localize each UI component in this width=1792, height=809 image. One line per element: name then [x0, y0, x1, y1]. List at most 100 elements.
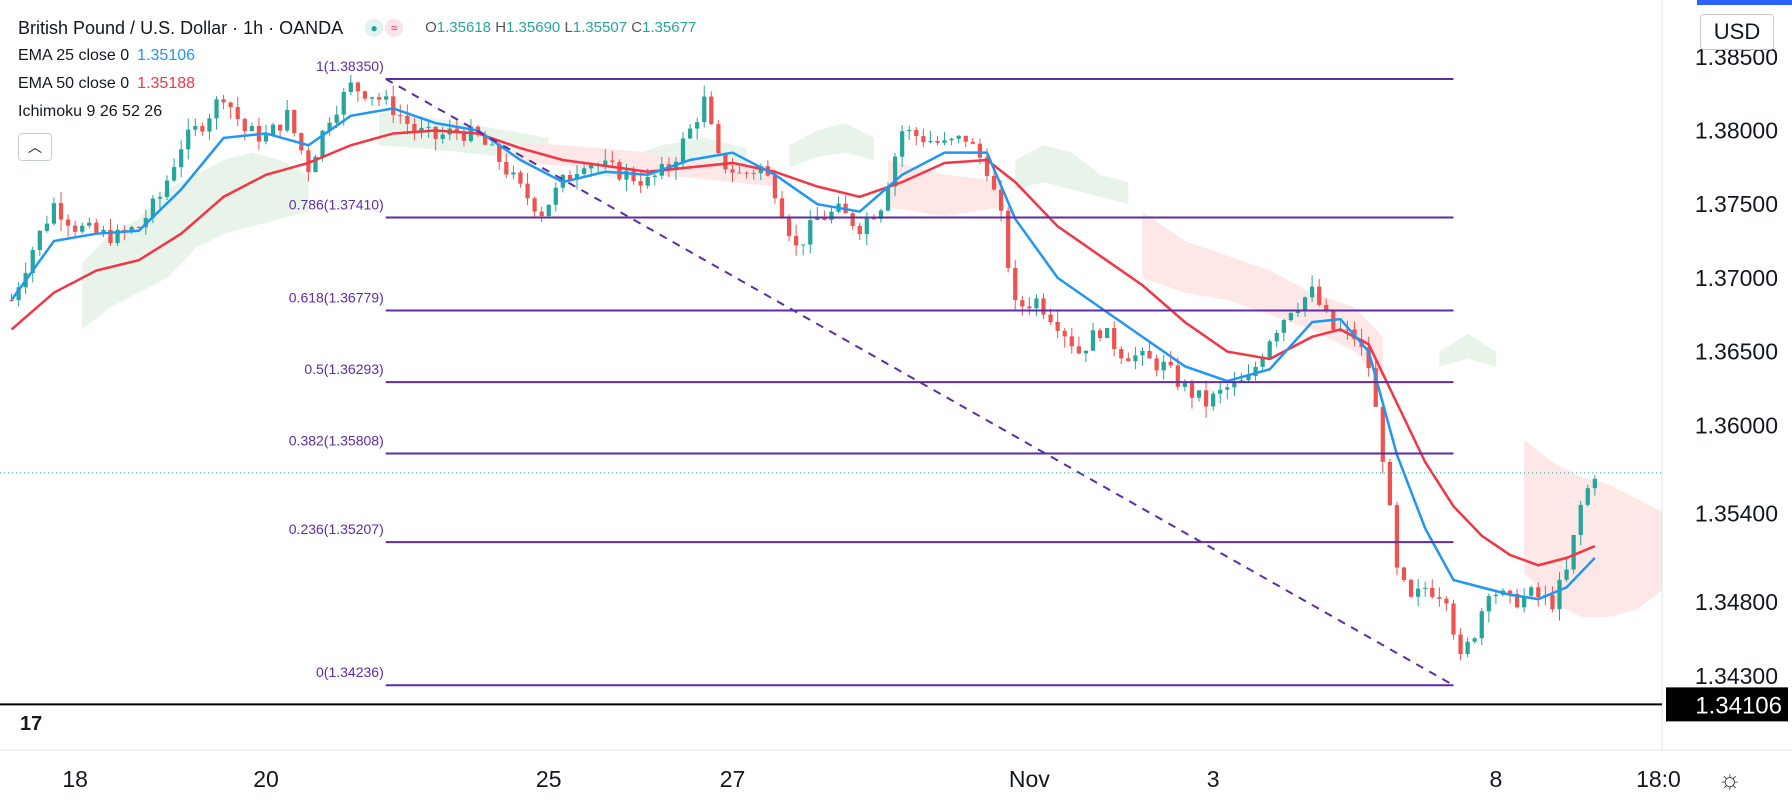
candle-body [193, 126, 198, 130]
tradingview-logo-icon[interactable]: 17 [20, 713, 42, 736]
candle-body [37, 230, 42, 250]
candle-body [9, 300, 14, 301]
candle-body [348, 82, 353, 92]
fib-label-0.618: 0.618(1.36779) [289, 289, 384, 305]
candle-body [786, 217, 792, 237]
candle-body [1550, 594, 1555, 610]
dot-icon[interactable]: ● [365, 19, 384, 37]
candle-body [1246, 375, 1251, 381]
ema25-value: 1.35106 [137, 47, 196, 64]
candle-body [207, 118, 212, 132]
y-tick-label: 1.35400 [1695, 501, 1778, 527]
candle-body [702, 96, 707, 123]
low-label: L [564, 19, 573, 36]
chevron-up-icon: ︿ [28, 139, 42, 155]
candles [9, 74, 1597, 661]
candle-body [631, 170, 636, 182]
symbol-row: British Pound / U.S. Dollar · 1h · OANDA… [18, 14, 696, 42]
candle-body [1182, 383, 1188, 387]
candle-body [320, 130, 325, 157]
ema25-line [10, 107, 1596, 601]
scale-marker [1697, 0, 1792, 5]
wave-icon[interactable]: ≈ [385, 19, 404, 37]
candle-body [914, 129, 919, 137]
fib-label-0.382: 0.382(1.35808) [289, 433, 384, 449]
candle-body [1444, 598, 1449, 604]
candle-body [970, 141, 975, 144]
candle-body [242, 119, 247, 132]
candle-body [433, 126, 438, 139]
candle-body [878, 210, 884, 219]
candle-body [1147, 351, 1152, 359]
candle-body [1387, 461, 1392, 506]
ichimoku-legend[interactable]: Ichimoku 9 26 52 26 [18, 98, 696, 126]
ema25-legend[interactable]: EMA 25 close 0 1.35106 [18, 42, 696, 70]
candle-body [1592, 478, 1597, 489]
candle-body [680, 138, 686, 162]
candle-body [58, 203, 64, 220]
ichimoku-label: Ichimoku 9 26 52 26 [18, 103, 163, 120]
ema50-value: 1.35188 [137, 75, 196, 92]
candle-body [94, 222, 99, 233]
candle-body [695, 122, 700, 129]
candle-body [864, 218, 869, 235]
candle-body [603, 160, 608, 166]
candle-body [546, 204, 551, 216]
currency-selector[interactable]: USD [1700, 14, 1774, 50]
x-tick-label: 27 [720, 766, 746, 792]
candle-body [1373, 368, 1378, 407]
candle-body [1126, 358, 1131, 362]
x-tick-label: 8 [1489, 766, 1502, 792]
logo-text: 17 [20, 713, 43, 735]
gear-icon[interactable]: ☼ [1718, 764, 1742, 794]
candle-body [1486, 596, 1491, 612]
candle-body [426, 126, 431, 128]
cloud-bull-3 [789, 123, 874, 168]
candle-body [1366, 347, 1371, 369]
candle-body [1529, 587, 1534, 596]
fibonacci-retracement[interactable]: 1(1.38350) 0.786(1.37410) 0.618(1.36779) 0.… [289, 58, 1454, 687]
candle-body [490, 144, 495, 146]
candle-body [186, 129, 191, 150]
candle-body [150, 198, 156, 219]
candle-body [518, 172, 523, 184]
candle-body [1034, 298, 1039, 309]
candle-body [115, 229, 120, 244]
candle-body [1097, 330, 1103, 338]
candle-body [327, 122, 332, 131]
candle-body [1416, 588, 1421, 597]
candle-body [171, 167, 177, 181]
candle-body [730, 169, 735, 173]
x-tick-label: Nov [1009, 766, 1050, 792]
ema50-legend[interactable]: EMA 50 close 0 1.35188 [18, 70, 696, 98]
price-line-label: 1.34106 [1695, 692, 1782, 719]
candle-body [687, 128, 693, 139]
candle-body [1253, 366, 1258, 376]
indicator-badges[interactable]: ● ≈ [365, 19, 404, 37]
candle-body [1465, 641, 1470, 654]
candle-body [1401, 567, 1407, 580]
candle-body [808, 220, 813, 245]
candle-body [164, 180, 170, 197]
candle-body [998, 189, 1004, 211]
candle-body [1274, 332, 1279, 342]
candle-body [1218, 389, 1223, 394]
candle-body [355, 82, 361, 92]
candle-body [334, 114, 339, 123]
candle-body [935, 141, 940, 143]
candle-body [956, 135, 961, 139]
candle-body [1133, 355, 1138, 362]
y-tick-label: 1.34800 [1695, 589, 1778, 615]
collapse-legend-button[interactable]: ︿ [18, 133, 52, 161]
candle-body [794, 236, 799, 246]
high-value: 1.35690 [506, 19, 561, 36]
close-label: C [631, 19, 643, 36]
cloud-bull-5 [1439, 333, 1496, 367]
candle-body [405, 115, 410, 124]
candle-body [1507, 590, 1513, 594]
candle-body [419, 127, 424, 133]
candle-body [553, 187, 558, 205]
candle-body [1175, 365, 1180, 387]
